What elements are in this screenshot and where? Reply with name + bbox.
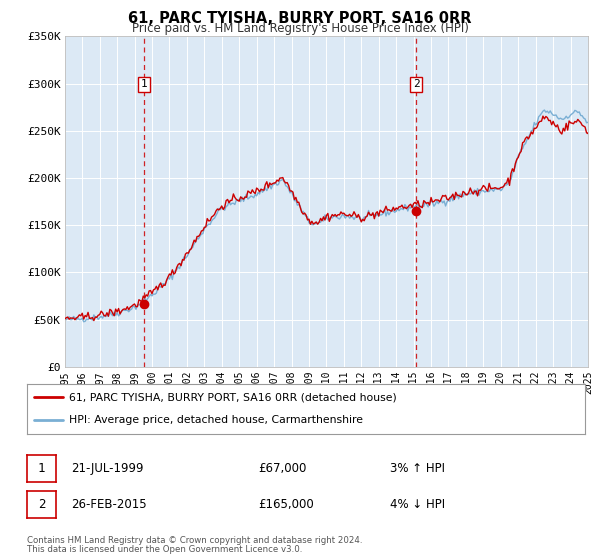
Text: 26-FEB-2015: 26-FEB-2015 [71, 498, 146, 511]
Text: 4% ↓ HPI: 4% ↓ HPI [390, 498, 445, 511]
Text: HPI: Average price, detached house, Carmarthenshire: HPI: Average price, detached house, Carm… [69, 416, 363, 426]
Text: 61, PARC TYISHA, BURRY PORT, SA16 0RR (detached house): 61, PARC TYISHA, BURRY PORT, SA16 0RR (d… [69, 392, 397, 402]
Text: 2: 2 [38, 498, 45, 511]
Text: 1: 1 [38, 461, 45, 475]
Text: 1: 1 [140, 80, 148, 89]
Text: £67,000: £67,000 [258, 461, 307, 475]
Text: 3% ↑ HPI: 3% ↑ HPI [390, 461, 445, 475]
Text: Contains HM Land Registry data © Crown copyright and database right 2024.: Contains HM Land Registry data © Crown c… [27, 536, 362, 545]
Text: 21-JUL-1999: 21-JUL-1999 [71, 461, 143, 475]
Text: Price paid vs. HM Land Registry's House Price Index (HPI): Price paid vs. HM Land Registry's House … [131, 22, 469, 35]
Text: This data is licensed under the Open Government Licence v3.0.: This data is licensed under the Open Gov… [27, 545, 302, 554]
Text: 61, PARC TYISHA, BURRY PORT, SA16 0RR: 61, PARC TYISHA, BURRY PORT, SA16 0RR [128, 11, 472, 26]
Text: 2: 2 [413, 80, 419, 89]
Text: £165,000: £165,000 [258, 498, 314, 511]
